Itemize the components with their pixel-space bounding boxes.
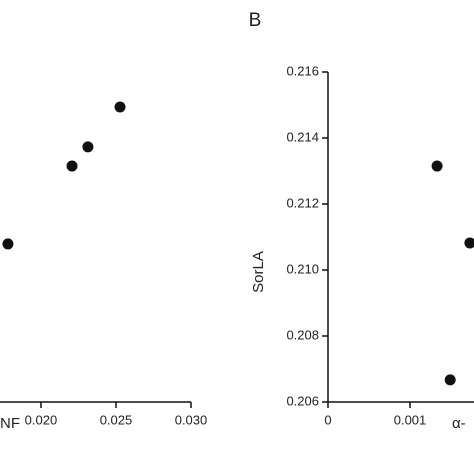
point [444, 374, 456, 386]
point [82, 141, 94, 153]
point [66, 160, 78, 172]
x-tick-label: 0.020 [25, 412, 58, 427]
y-axis-label: SorLA [250, 251, 267, 293]
panel-label: B [249, 10, 262, 31]
y-tick-label: 0.208 [286, 327, 319, 342]
x-tick-label: 0.025 [100, 412, 133, 427]
x-axis-label: NF [0, 415, 20, 432]
point [464, 237, 474, 249]
point [114, 101, 126, 113]
y-tick-label: 0.206 [286, 393, 319, 408]
point [2, 238, 14, 250]
x-axis-label: α- [452, 415, 466, 432]
y-tick-label: 0.216 [286, 63, 319, 78]
x-tick-label: 0.001 [394, 412, 427, 427]
y-tick-label: 0.214 [286, 129, 319, 144]
x-tick-label: 0.030 [175, 412, 208, 427]
y-tick-label: 0.212 [286, 195, 319, 210]
point [431, 160, 443, 172]
x-tick-label: 0 [324, 412, 331, 427]
y-tick-label: 0.210 [286, 261, 319, 276]
